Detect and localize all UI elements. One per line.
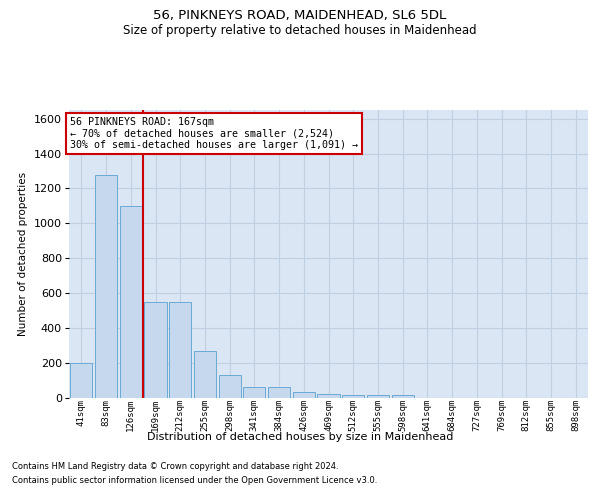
Bar — [70, 362, 92, 398]
Text: Contains public sector information licensed under the Open Government Licence v3: Contains public sector information licen… — [12, 476, 377, 485]
Text: Distribution of detached houses by size in Maidenhead: Distribution of detached houses by size … — [147, 432, 453, 442]
Bar — [218, 375, 241, 398]
Bar — [317, 394, 340, 398]
Bar — [119, 206, 142, 398]
Text: Size of property relative to detached houses in Maidenhead: Size of property relative to detached ho… — [123, 24, 477, 37]
Bar — [392, 395, 414, 398]
Bar — [342, 395, 364, 398]
Bar — [367, 395, 389, 398]
Text: 56 PINKNEYS ROAD: 167sqm
← 70% of detached houses are smaller (2,524)
30% of sem: 56 PINKNEYS ROAD: 167sqm ← 70% of detach… — [70, 117, 358, 150]
Bar — [243, 387, 265, 398]
Bar — [268, 387, 290, 398]
Bar — [169, 302, 191, 398]
Bar — [293, 392, 315, 398]
Y-axis label: Number of detached properties: Number of detached properties — [19, 172, 28, 336]
Text: 56, PINKNEYS ROAD, MAIDENHEAD, SL6 5DL: 56, PINKNEYS ROAD, MAIDENHEAD, SL6 5DL — [154, 8, 446, 22]
Bar — [194, 352, 216, 398]
Text: Contains HM Land Registry data © Crown copyright and database right 2024.: Contains HM Land Registry data © Crown c… — [12, 462, 338, 471]
Bar — [95, 176, 117, 398]
Bar — [145, 302, 167, 398]
